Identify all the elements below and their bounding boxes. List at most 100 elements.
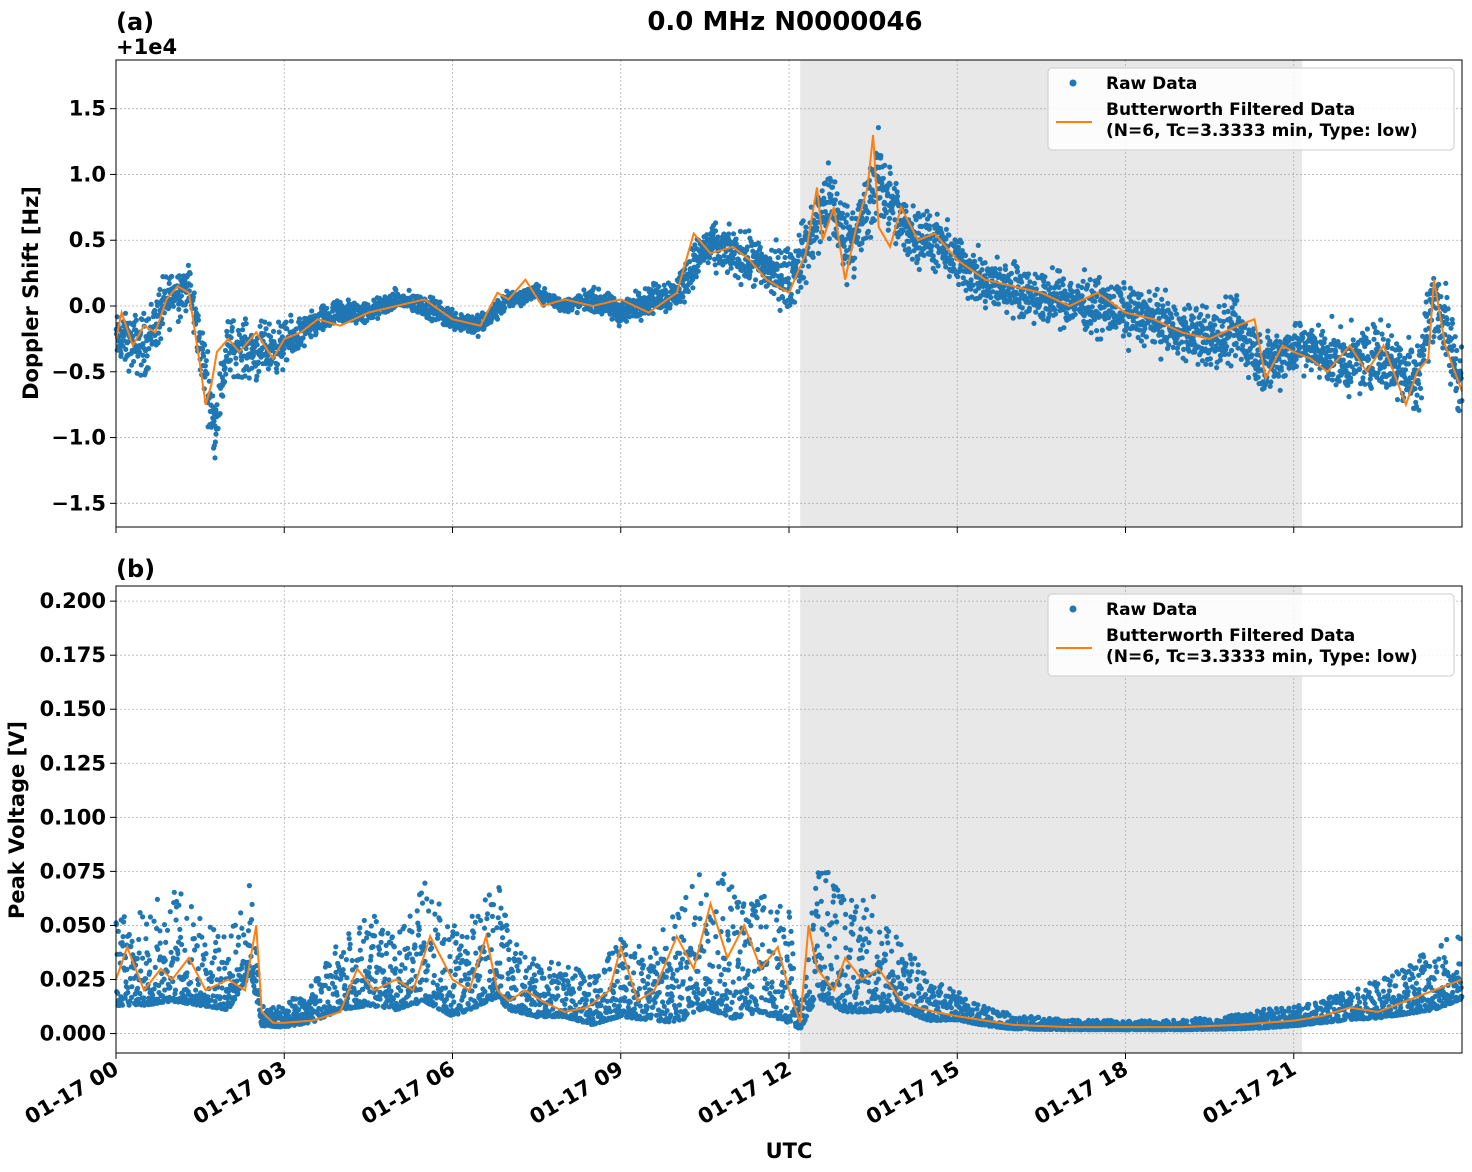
raw-data-point <box>285 1008 292 1015</box>
raw-data-point <box>795 289 801 295</box>
raw-data-point <box>1169 315 1175 321</box>
raw-data-point <box>236 934 242 940</box>
raw-data-point <box>832 179 838 185</box>
raw-data-point <box>844 203 850 209</box>
raw-data-point <box>656 284 662 290</box>
raw-data-point <box>955 244 962 250</box>
raw-data-point <box>1179 339 1185 345</box>
raw-data-point <box>1234 293 1240 299</box>
raw-data-point <box>1098 336 1104 342</box>
raw-data-point <box>233 355 239 361</box>
raw-data-point <box>167 909 173 915</box>
raw-data-point <box>114 314 120 320</box>
raw-data-point <box>1068 280 1074 286</box>
raw-data-point <box>1141 343 1147 349</box>
raw-data-point <box>1080 278 1086 284</box>
raw-data-point <box>850 210 856 216</box>
raw-data-point <box>220 393 226 399</box>
raw-data-point <box>1138 338 1144 344</box>
raw-data-point <box>224 328 230 334</box>
raw-data-point <box>825 160 832 166</box>
raw-data-point <box>206 378 212 384</box>
raw-data-point <box>901 242 907 248</box>
raw-data-point <box>1336 378 1342 384</box>
raw-data-point <box>1072 311 1078 317</box>
raw-data-point <box>135 985 141 992</box>
raw-data-point <box>324 305 330 311</box>
raw-data-point <box>1096 274 1102 281</box>
raw-data-point <box>988 294 994 301</box>
raw-data-point <box>253 978 259 984</box>
raw-data-point <box>726 231 732 237</box>
y-ticks-a: 1.51.00.50.0−0.5−1.0−1.5 <box>51 97 116 515</box>
raw-data-point <box>713 270 719 276</box>
raw-data-point <box>169 273 175 280</box>
raw-data-point <box>581 287 587 293</box>
raw-data-point <box>222 965 228 971</box>
raw-data-point <box>212 455 218 461</box>
raw-data-point <box>958 240 965 246</box>
raw-data-point <box>212 439 218 445</box>
raw-data-point <box>1436 281 1442 287</box>
raw-data-point <box>1322 336 1328 342</box>
raw-data-point <box>211 927 217 933</box>
raw-data-point <box>1448 325 1454 331</box>
y-tick-label: 1.5 <box>69 97 106 121</box>
raw-data-point <box>844 212 850 218</box>
raw-data-point <box>738 281 744 288</box>
raw-data-point <box>1124 321 1130 327</box>
raw-data-point <box>284 326 290 332</box>
raw-data-point <box>1052 307 1058 313</box>
raw-data-point <box>970 282 976 288</box>
raw-data-point <box>175 289 181 295</box>
raw-data-point <box>202 342 208 348</box>
raw-data-point <box>663 289 670 295</box>
raw-data-point <box>1187 305 1193 311</box>
raw-data-point <box>199 330 206 336</box>
raw-data-point <box>1445 321 1451 327</box>
raw-data-point <box>190 294 196 300</box>
raw-data-point <box>844 282 850 288</box>
raw-data-point <box>730 255 736 261</box>
raw-data-point <box>935 263 941 269</box>
raw-data-point <box>1366 356 1372 362</box>
raw-data-point <box>1216 303 1222 310</box>
raw-data-point <box>1255 374 1261 380</box>
raw-data-point <box>757 244 763 250</box>
raw-data-point <box>800 275 807 281</box>
raw-data-point <box>751 283 757 289</box>
raw-data-point <box>146 957 153 963</box>
raw-data-point <box>123 979 129 985</box>
raw-data-point <box>1340 357 1346 363</box>
raw-data-point <box>994 254 1000 260</box>
raw-data-point <box>370 314 376 320</box>
raw-data-point <box>218 976 224 982</box>
raw-data-point <box>241 932 247 938</box>
raw-data-point <box>1448 381 1454 387</box>
raw-data-point <box>1333 349 1339 355</box>
raw-data-point <box>1350 337 1356 343</box>
raw-data-point <box>843 219 849 226</box>
raw-data-point <box>125 989 131 996</box>
raw-data-point <box>1208 361 1214 367</box>
raw-data-point <box>1246 374 1252 381</box>
raw-data-point <box>910 203 916 209</box>
legend-raw-marker <box>1069 79 1077 87</box>
raw-data-point <box>332 950 338 956</box>
raw-data-point <box>326 985 332 992</box>
raw-data-point <box>265 366 271 372</box>
raw-data-point <box>1217 357 1223 363</box>
raw-data-point <box>1019 305 1025 311</box>
raw-data-point <box>197 915 203 922</box>
raw-data-point <box>1329 377 1335 383</box>
raw-data-point <box>195 317 201 323</box>
raw-data-point <box>152 964 158 971</box>
raw-data-point <box>1004 309 1010 315</box>
raw-data-point <box>1126 332 1132 338</box>
raw-data-point <box>193 987 199 993</box>
raw-data-point <box>747 269 753 275</box>
raw-data-point <box>871 199 877 205</box>
offset-text-a: +1e4 <box>116 35 177 59</box>
y-tick-label: 1.0 <box>69 162 106 186</box>
raw-data-point <box>1268 379 1274 385</box>
